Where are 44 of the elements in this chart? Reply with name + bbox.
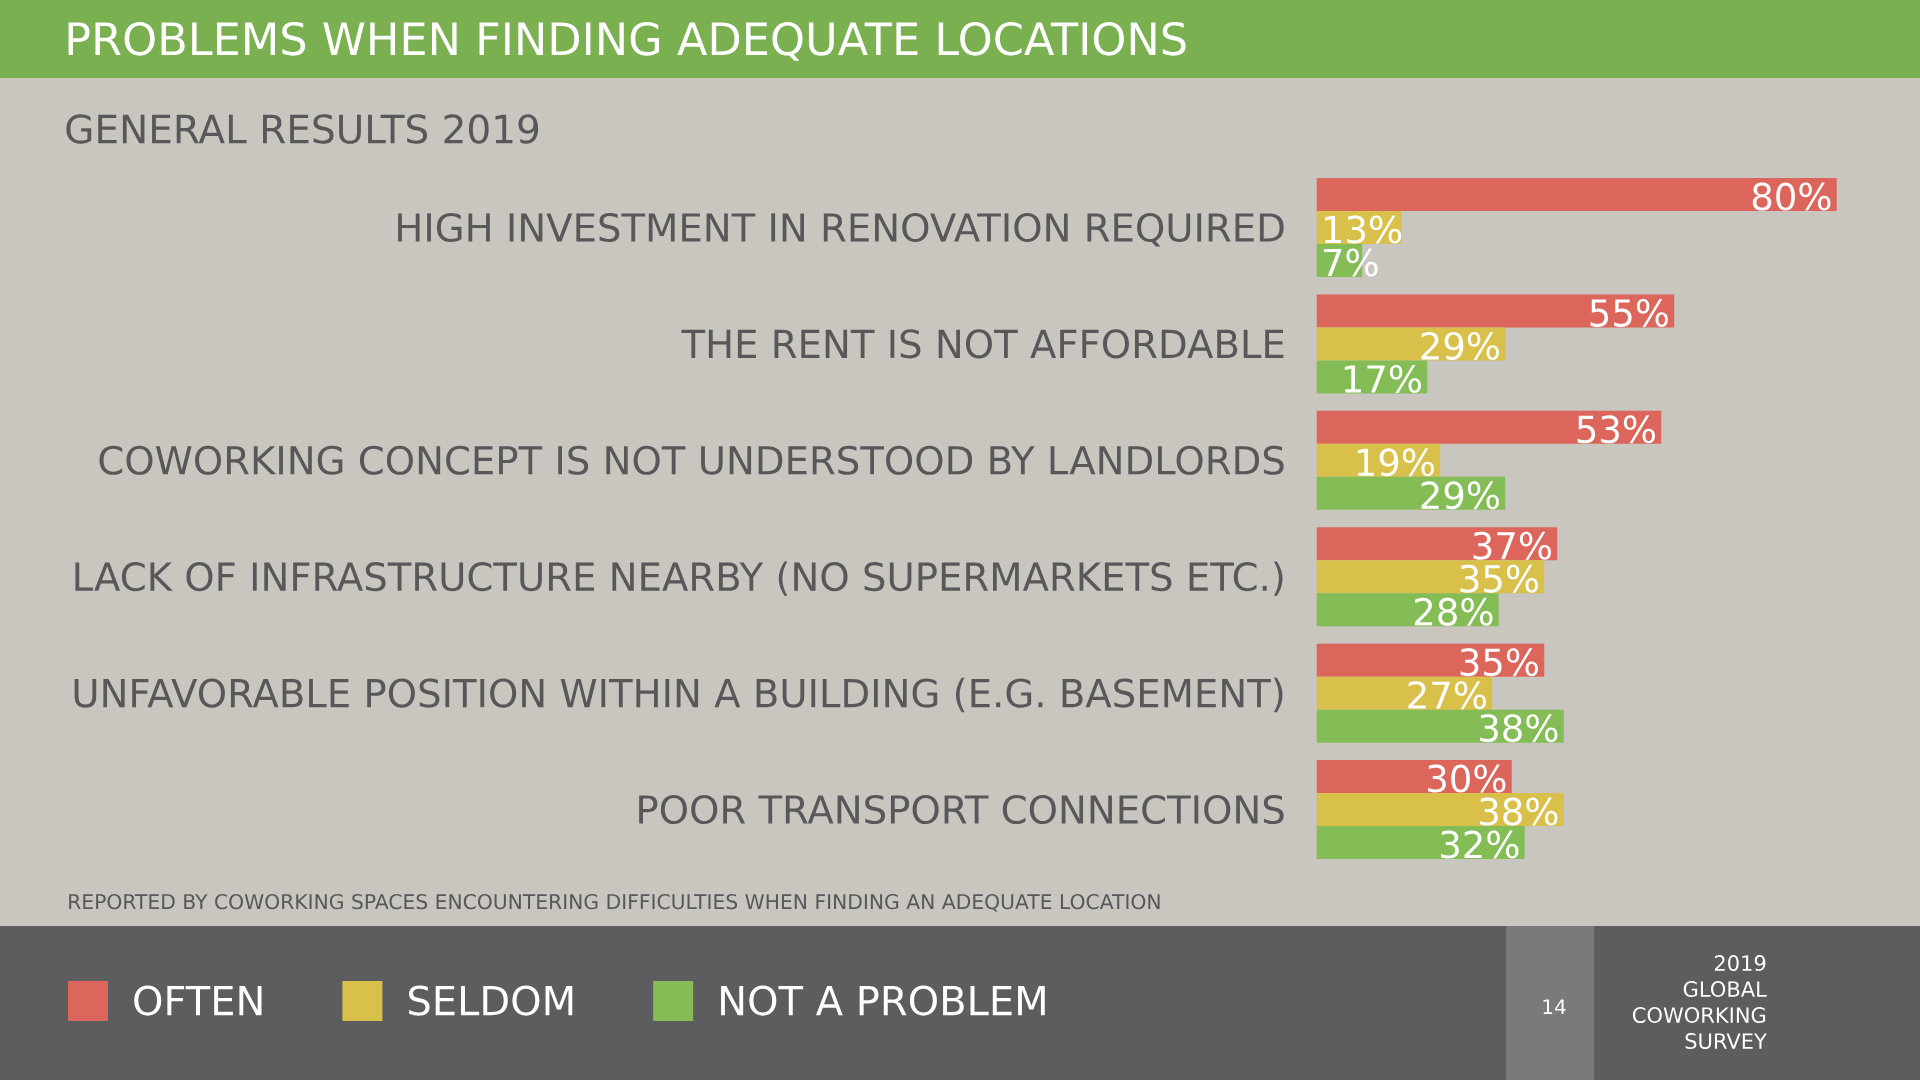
data-label: 19%	[1357, 448, 1434, 477]
bar	[1316, 643, 1545, 677]
bar	[1316, 527, 1558, 561]
text: COWORKING	[1632, 1007, 1766, 1024]
data-label: 37%	[1473, 531, 1551, 560]
data-label: 38%	[1480, 797, 1558, 826]
data-label: 53%	[1577, 415, 1655, 444]
text: GENERAL RESULTS 2019	[66, 114, 539, 144]
data-label: 13%	[1324, 215, 1402, 244]
bar	[1316, 560, 1545, 594]
text: REPORTED BY COWORKING SPACES ENCOUNTERING DIFFICULTIES WHEN FINDING AN ADEQUATE LOCATION	[69, 893, 1160, 912]
data-label: 27%	[1408, 681, 1486, 710]
text: PROBLEMS WHEN FINDING ADEQUATE LOCATIONS	[68, 21, 1186, 61]
data-label: 28%	[1414, 597, 1493, 626]
data-label: 29%	[1421, 481, 1499, 510]
y-tick-label: UNFAVORABLE POSITION WITHIN A BUILDING (E.G. BASEMENT)	[74, 677, 1283, 713]
bar	[1316, 760, 1512, 794]
data-label: 17%	[1344, 364, 1421, 393]
bar	[1316, 410, 1662, 444]
bar	[1316, 178, 1837, 212]
text: SURVEY	[1685, 1033, 1767, 1050]
text: 2019	[1714, 955, 1766, 972]
data-label: 35%	[1460, 564, 1538, 593]
bar	[1316, 709, 1564, 743]
bar	[1316, 793, 1564, 827]
data-label: 30%	[1428, 764, 1506, 793]
data-label: 29%	[1421, 331, 1499, 360]
y-tick-label: POOR TRANSPORT CONNECTIONS	[639, 794, 1284, 825]
data-label: 38%	[1480, 714, 1558, 743]
bar	[1316, 294, 1675, 328]
data-label: 35%	[1460, 648, 1538, 677]
legend-label: NOT A PROBLEM	[721, 985, 1045, 1016]
legend-label: SELDOM	[409, 985, 573, 1016]
text: 14	[1543, 999, 1566, 1015]
y-tick-label: COWORKING CONCEPT IS NOT UNDERSTOOD BY LANDLORDS	[99, 445, 1284, 475]
legend-label: OFTEN	[134, 985, 262, 1016]
y-tick-label: THE RENT IS NOT AFFORDABLE	[681, 329, 1284, 359]
data-label: 32%	[1441, 830, 1519, 859]
bar	[1316, 826, 1525, 860]
data-label: 80%	[1752, 182, 1831, 211]
y-tick-label: LACK OF INFRASTRUCTURE NEARBY (NO SUPERMARKETS ETC.)	[75, 561, 1283, 596]
data-label: 55%	[1590, 298, 1668, 327]
text: GLOBAL	[1683, 981, 1767, 998]
y-tick-label: HIGH INVESTMENT IN RENOVATION REQUIRED	[398, 212, 1284, 247]
